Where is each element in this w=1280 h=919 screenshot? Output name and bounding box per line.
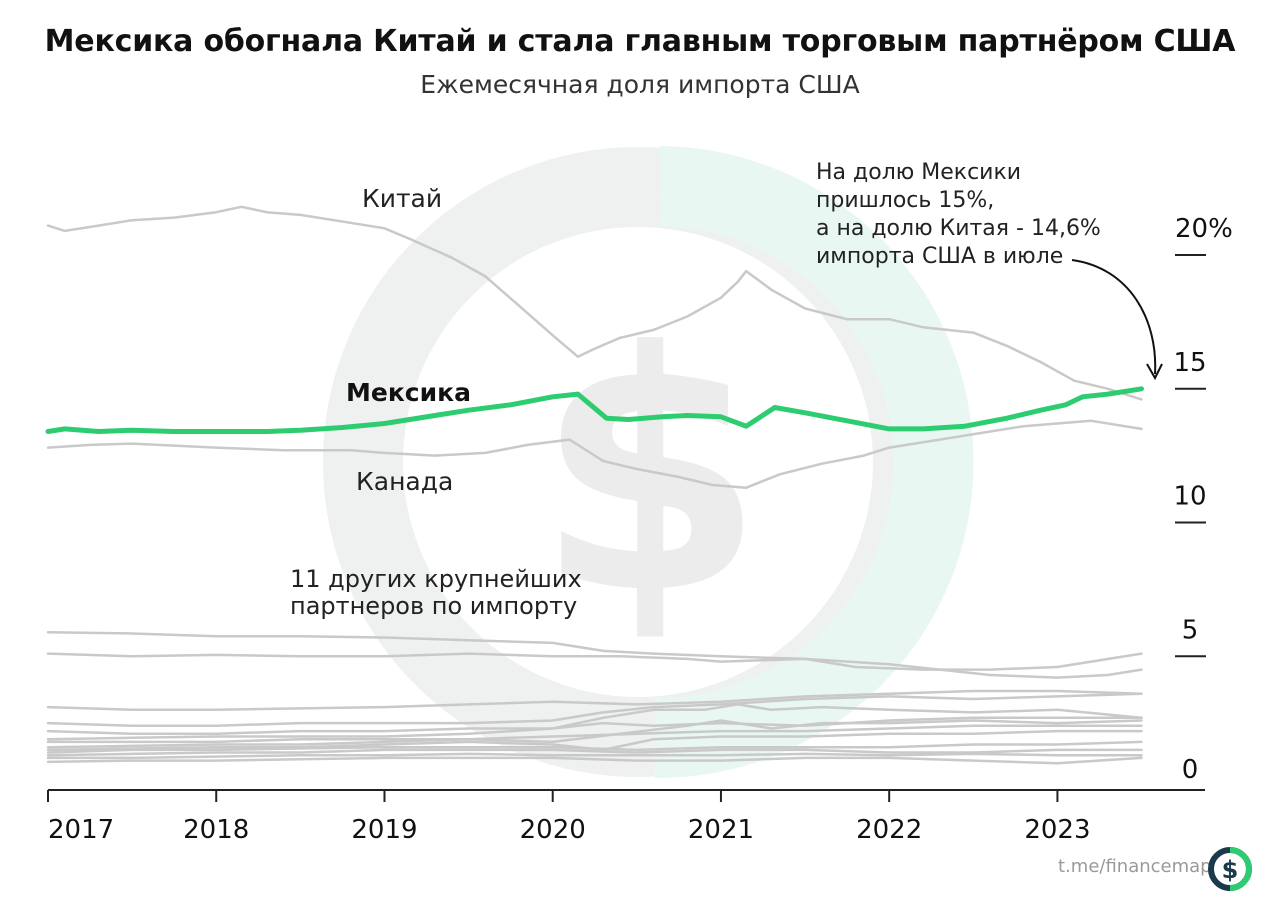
annotation-line3: а на долю Китая - 14,6% <box>816 216 1101 241</box>
x-tick-label-2020: 2020 <box>520 815 586 845</box>
y-tick-label-5: 5 <box>1182 615 1199 645</box>
x-tick-label-2021: 2021 <box>688 815 754 845</box>
watermark-text: t.me/financemap <box>1058 856 1212 877</box>
annotation-line2: пришлось 15%, <box>816 188 994 213</box>
series-line-other-2 <box>46 630 1143 679</box>
series-line-other-14 <box>46 756 1143 765</box>
series-line-other-13 <box>46 752 1143 760</box>
annotation-line1: На долю Мексики <box>816 160 1021 185</box>
x-ticks: 2017 2018 2019 2020 2021 2022 2023 <box>47 790 1091 845</box>
label-mexico: Мексика <box>346 378 471 407</box>
logo-dollar-glyph: $ <box>1222 856 1239 884</box>
x-tick-label-2018: 2018 <box>183 815 249 845</box>
series-line-other-4 <box>46 689 1143 712</box>
y-tick-label-10: 10 <box>1173 482 1206 512</box>
x-tick-label-2017: 2017 <box>48 815 114 845</box>
series-line-other-6 <box>46 703 1143 736</box>
financemap-logo-icon: $ <box>1208 847 1252 891</box>
annotation: На долю Мексики пришлось 15%, а на долю … <box>816 160 1163 381</box>
series-line-other-3 <box>46 652 1143 671</box>
y-tick-label-20: 20% <box>1175 214 1233 244</box>
series-line-other-12 <box>46 748 1143 757</box>
series-line-other-5 <box>46 692 1143 728</box>
x-tick-label-2019: 2019 <box>351 815 417 845</box>
y-ticks: 0 5 10 15 20% <box>1173 214 1232 785</box>
annotation-line4: импорта США в июле <box>816 244 1063 269</box>
label-china: Китай <box>362 184 442 213</box>
background-dollar-glyph: $ <box>535 282 765 666</box>
x-tick-label-2022: 2022 <box>856 815 922 845</box>
x-tick-label-2023: 2023 <box>1024 815 1090 845</box>
series-line-other-8 <box>46 719 1143 744</box>
series-layer <box>45 205 1144 765</box>
series-line-other-9 <box>46 724 1143 749</box>
chart-subtitle: Ежемесячная доля импорта США <box>420 70 860 99</box>
series-line-canada <box>46 419 1143 489</box>
y-tick-label-15: 15 <box>1173 348 1206 378</box>
chart-title: Мексика обогнала Китай и стала главным т… <box>44 24 1236 59</box>
y-tick-label-0: 0 <box>1182 755 1199 785</box>
series-line-mexico <box>45 386 1144 434</box>
annotation-arrow <box>1071 259 1157 375</box>
series-line-china <box>46 205 1143 401</box>
label-others-line1: 11 других крупнейших <box>290 565 582 593</box>
series-line-other-7 <box>46 716 1143 741</box>
background-dollar-logo-icon: $ <box>323 146 974 779</box>
series-line-other-11 <box>46 740 1143 754</box>
annotation-arrow-head <box>1146 363 1163 381</box>
label-canada: Канада <box>356 467 453 496</box>
label-others-line2: партнеров по импорту <box>290 592 577 620</box>
